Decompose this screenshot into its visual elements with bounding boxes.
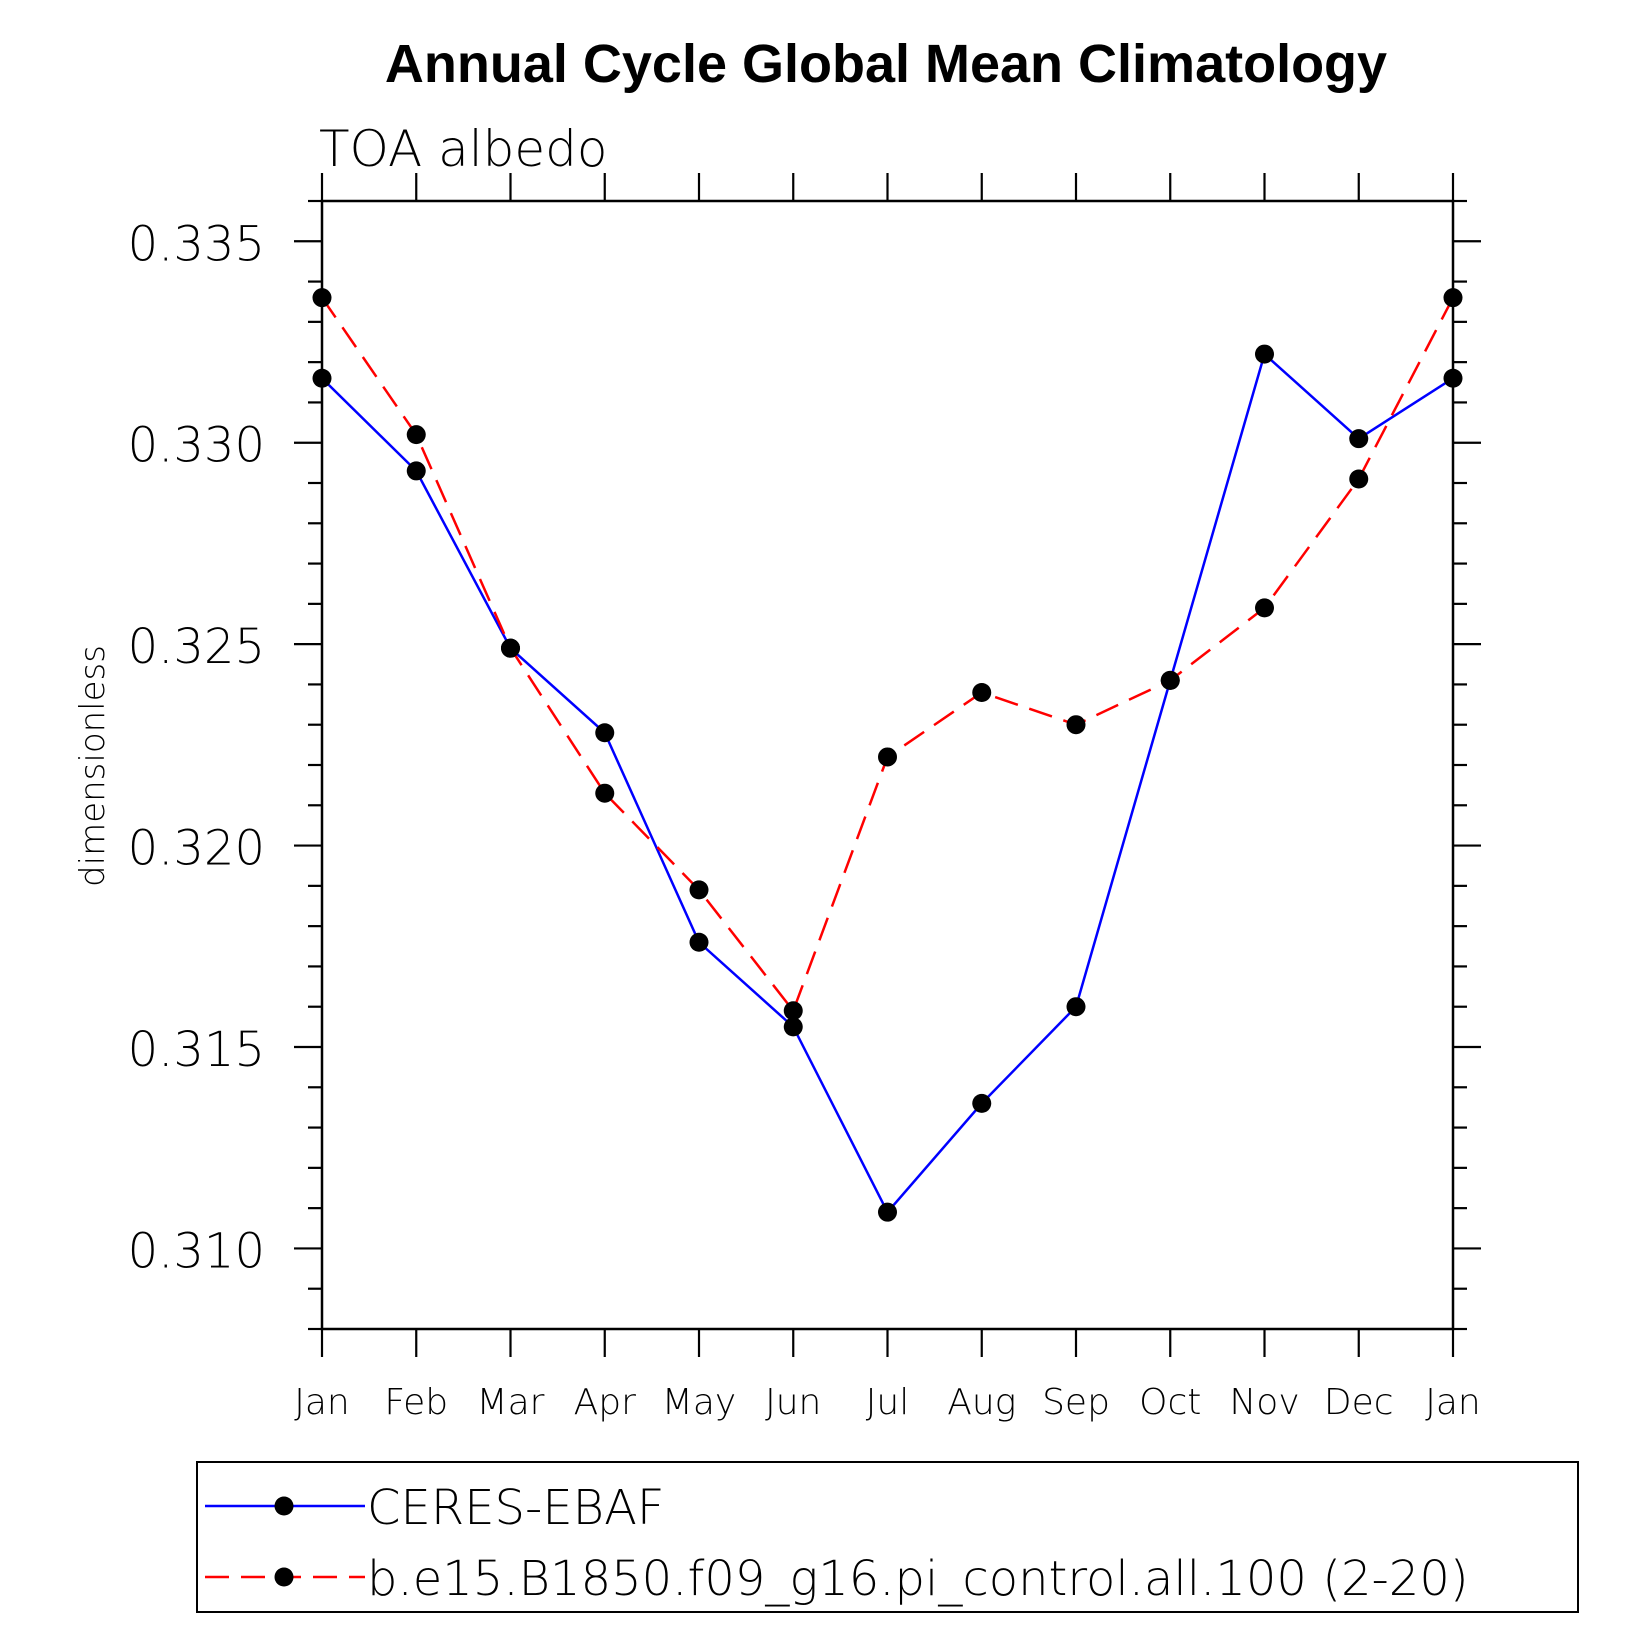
data-point xyxy=(312,288,332,308)
data-point xyxy=(312,368,332,388)
x-tick-label: Jan xyxy=(1425,1382,1481,1423)
data-point xyxy=(878,1202,897,1222)
chart-title: Annual Cycle Global Mean Climatology xyxy=(385,34,1387,94)
legend-marker xyxy=(274,1496,294,1516)
legend-marker xyxy=(274,1567,294,1587)
data-point xyxy=(783,1001,803,1021)
data-point xyxy=(1160,670,1180,690)
x-tick-label: Nov xyxy=(1229,1382,1299,1423)
series-1 xyxy=(312,344,1463,1222)
y-tick-label: 0.310 xyxy=(128,1223,265,1279)
legend-label: b.e15.B1850.f09_g16.pi_control.all.100 (… xyxy=(367,1551,1469,1607)
series-2 xyxy=(312,288,1463,1021)
data-point xyxy=(972,682,992,702)
data-point xyxy=(595,783,615,803)
data-point xyxy=(1349,469,1369,489)
data-point xyxy=(1443,368,1463,388)
x-tick-label: Oct xyxy=(1139,1382,1201,1423)
data-point xyxy=(1443,288,1463,308)
y-tick-label: 0.320 xyxy=(128,821,265,877)
x-tick-label: Jul xyxy=(866,1382,909,1423)
x-tick-label: Jun xyxy=(765,1382,821,1423)
x-tick-label: Sep xyxy=(1042,1382,1110,1423)
y-tick-label: 0.330 xyxy=(128,418,265,474)
y-axis-label: dimensionless xyxy=(73,645,113,887)
data-point xyxy=(878,747,897,767)
x-tick-label: Aug xyxy=(947,1382,1016,1423)
chart-subtitle: TOA albedo xyxy=(319,120,607,178)
legend-item-1: CERES-EBAF xyxy=(205,1480,665,1536)
data-point xyxy=(501,638,520,658)
data-point xyxy=(783,1017,803,1037)
y-tick-label: 0.315 xyxy=(128,1022,265,1078)
data-point xyxy=(1349,429,1369,449)
legend-items: CERES-EBAF b.e15.B1850.f09_g16.pi_control… xyxy=(205,1480,1469,1607)
legend-frame xyxy=(196,1461,1579,1613)
legend-label: CERES-EBAF xyxy=(367,1480,665,1536)
data-point xyxy=(689,932,709,952)
series-line xyxy=(320,296,1455,1014)
legend-item-2: b.e15.B1850.f09_g16.pi_control.all.100 (… xyxy=(205,1551,1469,1607)
y-tick-label: 0.335 xyxy=(128,216,265,272)
data-point xyxy=(406,425,426,445)
data-point xyxy=(1255,344,1274,364)
data-point xyxy=(689,880,709,900)
y-tick-label: 0.325 xyxy=(128,619,265,675)
data-point xyxy=(972,1093,992,1113)
y-tick-labels: 0.310 0.315 0.320 0.325 0.330 0.335 xyxy=(128,216,265,1279)
x-tick-label: Mar xyxy=(477,1382,545,1423)
x-tick-label: Dec xyxy=(1324,1382,1394,1423)
x-tick-label: May xyxy=(662,1382,736,1423)
legend: CERES-EBAF b.e15.B1850.f09_g16.pi_control… xyxy=(196,1461,1579,1613)
x-tick-label: Feb xyxy=(384,1382,448,1423)
data-point xyxy=(1066,715,1086,735)
series-line xyxy=(321,351,1454,1215)
axis-ticks xyxy=(294,173,1481,1357)
data-point xyxy=(1066,997,1086,1017)
x-tick-labels: Jan Feb Mar Apr May Jun Jul Aug Sep Oct Nov Dec Jan xyxy=(294,1382,1481,1423)
data-point xyxy=(1255,598,1274,618)
series-group xyxy=(312,288,1463,1222)
data-point xyxy=(595,723,615,743)
x-tick-label: Apr xyxy=(574,1382,636,1423)
x-tick-label: Jan xyxy=(294,1382,350,1423)
data-point xyxy=(406,461,426,481)
